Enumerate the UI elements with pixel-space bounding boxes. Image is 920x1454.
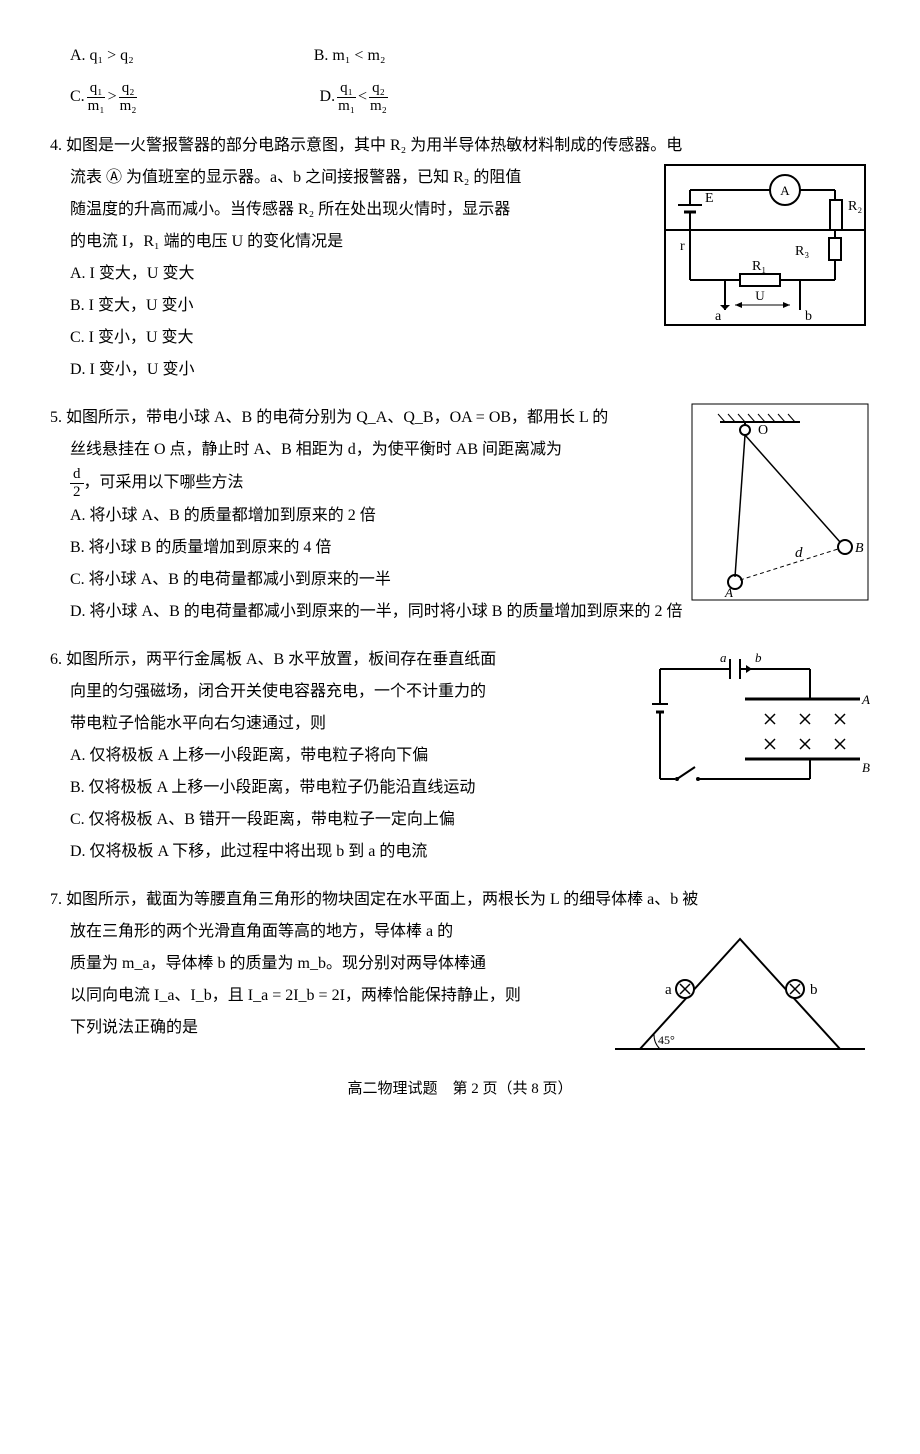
fig5-O: O bbox=[758, 423, 768, 438]
q3-optD: D. q₁m₁ < q₂m₂ bbox=[320, 80, 390, 114]
fig6-a: a bbox=[720, 650, 727, 665]
q5-svg: O A B d bbox=[690, 402, 870, 602]
fig5-B: B bbox=[855, 541, 864, 556]
fig6-b: b bbox=[755, 650, 762, 665]
q3-optB: B. m₁ < m₂ bbox=[314, 40, 386, 72]
fig4-R3: R₃ bbox=[795, 244, 809, 259]
q3-optB-text: B. m₁ < m₂ bbox=[314, 40, 386, 72]
q3-optC: C. q₁m₁ > q₂m₂ bbox=[70, 80, 140, 114]
q3-optD-mid: < bbox=[358, 81, 367, 113]
question-5: O A B d 5. 如图所示，带电小球 A、B 的电荷分别为 Q_A、Q_B，… bbox=[50, 402, 870, 628]
fig7-angle: 45° bbox=[658, 1033, 675, 1047]
q6-figure: a b A B bbox=[640, 644, 870, 816]
q3-optC-mid: > bbox=[108, 81, 117, 113]
fig4-b: b bbox=[805, 309, 812, 324]
fig5-d: d bbox=[795, 545, 803, 561]
q3-optD-frac1: q₁m₁ bbox=[335, 80, 358, 114]
page-footer: 高二物理试题 第 2 页（共 8 页） bbox=[50, 1074, 870, 1104]
q3-options: A. q₁ > q₂ B. m₁ < m₂ C. q₁m₁ > q₂m₂ D. … bbox=[50, 40, 870, 114]
q3-optA: A. q₁ > q₂ bbox=[70, 40, 134, 72]
q4-circuit-svg: A E r R₂ R₃ R₁ bbox=[660, 160, 870, 330]
question-4: A E r R₂ R₃ R₁ bbox=[50, 130, 870, 386]
q4-optD: D. I 变小，U 变小 bbox=[70, 354, 870, 386]
q7-line1: 7. 如图所示，截面为等腰直角三角形的物块固定在水平面上，两根长为 L 的细导体… bbox=[50, 884, 870, 916]
q4-line1: 4. 如图是一火警报警器的部分电路示意图，其中 R₂ 为用半导体热敏材料制成的传… bbox=[50, 130, 870, 162]
q3-optC-frac2: q₂m₂ bbox=[117, 80, 140, 114]
q7-figure: a b 45° bbox=[610, 924, 870, 1076]
fig4-E: E bbox=[705, 191, 714, 206]
q7-svg: a b 45° bbox=[610, 924, 870, 1064]
fig4-r: r bbox=[680, 239, 685, 254]
q3-optD-frac2: q₂m₂ bbox=[367, 80, 390, 114]
fig7-a: a bbox=[665, 982, 672, 998]
q4-figure: A E r R₂ R₃ R₁ bbox=[660, 160, 870, 342]
q5-line3: ，可采用以下哪些方法 bbox=[84, 467, 244, 499]
fig4-U: U bbox=[755, 288, 765, 303]
q6-svg: a b A B bbox=[640, 644, 870, 804]
q6-optD: D. 仅将极板 A 下移，此过程中将出现 b 到 a 的电流 bbox=[70, 836, 870, 868]
q3-optA-text: A. q₁ > q₂ bbox=[70, 40, 134, 72]
fig6-A: A bbox=[861, 692, 870, 707]
q5-figure: O A B d bbox=[690, 402, 870, 614]
q3-optC-prefix: C. bbox=[70, 81, 85, 113]
question-6: a b A B bbox=[50, 644, 870, 868]
fig5-A: A bbox=[724, 585, 733, 600]
fig4-A: A bbox=[780, 183, 790, 198]
q3-optC-frac1: q₁m₁ bbox=[85, 80, 108, 114]
q3-optD-prefix: D. bbox=[320, 81, 336, 113]
fig7-b: b bbox=[810, 982, 818, 998]
q5-frac: d2 bbox=[70, 466, 84, 500]
fig4-a: a bbox=[715, 309, 722, 324]
fig4-R2: R₂ bbox=[848, 199, 862, 214]
fig4-R1: R₁ bbox=[752, 259, 766, 274]
question-7: a b 45° 7. 如图所示，截面为等腰直角三角形的物块固定在水平面上，两根长… bbox=[50, 884, 870, 1044]
fig6-B: B bbox=[862, 760, 870, 775]
